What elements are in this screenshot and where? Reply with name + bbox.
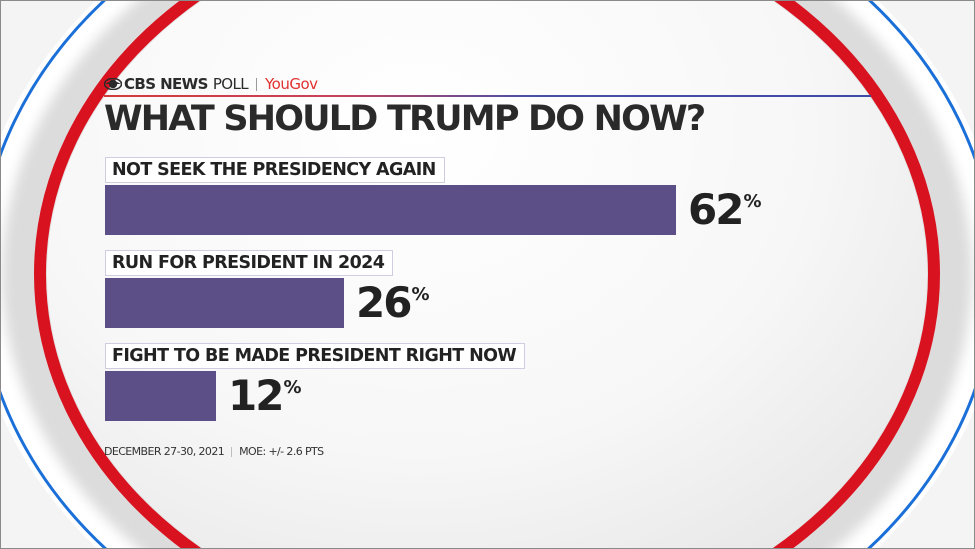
red-ring [34, 0, 940, 549]
category-label: RUN FOR PRESIDENT IN 2024 [105, 250, 394, 276]
bar [105, 371, 216, 421]
bar [105, 185, 676, 235]
percent-sign: % [743, 191, 762, 212]
header-rule [104, 95, 871, 97]
percent-sign: % [283, 377, 302, 398]
category-label: FIGHT TO BE MADE PRESIDENT RIGHT NOW [105, 343, 526, 369]
value-number: 26 [356, 278, 412, 327]
brand-network: CBS NEWS [124, 75, 208, 93]
cbs-eye-icon [104, 78, 122, 90]
value-label: 12 % [228, 374, 302, 418]
percent-sign: % [411, 284, 430, 305]
value-label: 62 % [688, 188, 762, 232]
brand-poll-word: POLL [212, 75, 249, 93]
inner-disc [47, 0, 927, 549]
bar [105, 278, 344, 328]
brand-divider [256, 77, 257, 91]
category-label: NOT SEEK THE PRESIDENCY AGAIN [105, 157, 445, 183]
poll-dates: DECEMBER 27-30, 2021 [104, 445, 225, 458]
footer-divider [231, 446, 233, 457]
value-number: 12 [228, 371, 284, 420]
margin-of-error: MOE: +/- 2.6 PTS [239, 445, 324, 458]
brand-header: CBS NEWS POLL YouGov [104, 74, 318, 94]
value-label: 26 % [356, 281, 430, 325]
brand-partner: YouGov [265, 75, 318, 93]
value-number: 62 [688, 185, 744, 234]
footer-note: DECEMBER 27-30, 2021 MOE: +/- 2.6 PTS [104, 445, 324, 458]
chart-title: WHAT SHOULD TRUMP DO NOW? [104, 99, 706, 139]
